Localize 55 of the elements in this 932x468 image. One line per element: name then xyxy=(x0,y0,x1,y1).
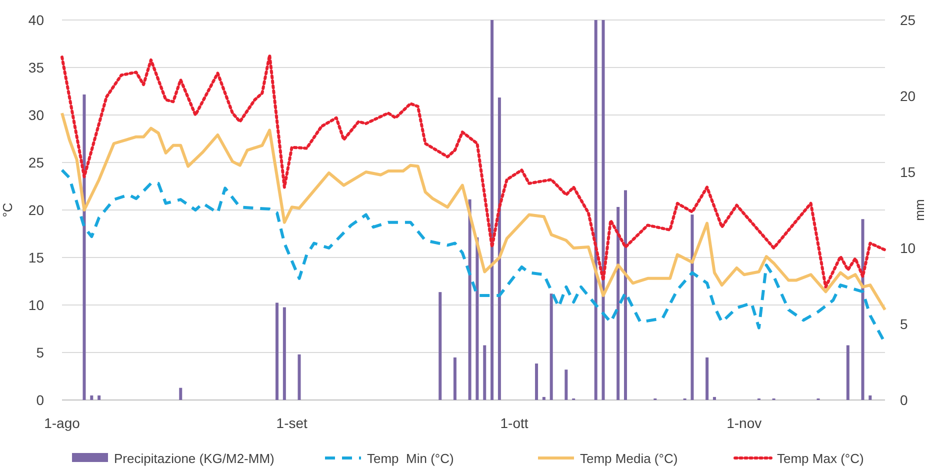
legend-label: Temp Min (°C) xyxy=(367,451,454,466)
y2-tick-label: 15 xyxy=(900,164,916,180)
bar xyxy=(846,345,850,400)
bar xyxy=(861,219,864,400)
bar xyxy=(483,345,486,400)
legend-label: Precipitazione (KG/M2-MM) xyxy=(114,451,274,466)
line-series xyxy=(60,112,886,312)
bar xyxy=(476,237,479,400)
legend-label: Temp Max (°C) xyxy=(777,451,864,466)
bar xyxy=(179,388,182,400)
y-tick-label: 10 xyxy=(28,297,44,313)
bar xyxy=(282,307,286,400)
bar xyxy=(616,206,620,400)
y-tick-label: 0 xyxy=(36,392,44,408)
y-tick-label: 35 xyxy=(28,60,44,76)
bar xyxy=(468,199,472,400)
bar xyxy=(550,294,553,400)
y-tick-label: 15 xyxy=(28,250,44,266)
y-tick-label: 25 xyxy=(28,154,44,170)
bar xyxy=(706,357,709,400)
bar xyxy=(98,395,101,400)
y-tick-label: 30 xyxy=(28,107,44,123)
line-series xyxy=(60,54,886,288)
bar xyxy=(564,370,568,400)
bar xyxy=(490,20,494,400)
bar xyxy=(542,396,546,400)
bar xyxy=(712,396,716,400)
y-tick-label: 40 xyxy=(28,12,44,28)
bar xyxy=(498,98,501,400)
x-tick-label: 1-ott xyxy=(500,415,528,431)
bar xyxy=(690,214,694,400)
bar xyxy=(602,20,605,400)
y-tick-label: 5 xyxy=(36,344,44,360)
legend-label: Temp Media (°C) xyxy=(580,451,678,466)
y2-tick-label: 20 xyxy=(900,88,916,104)
bar xyxy=(624,190,627,400)
bar xyxy=(868,395,872,400)
bar xyxy=(594,20,598,400)
bar xyxy=(276,302,279,400)
bar xyxy=(90,395,94,400)
y-tick-label: 20 xyxy=(28,202,44,218)
y2-tick-label: 0 xyxy=(900,392,908,408)
y2-tick-label: 5 xyxy=(900,316,908,332)
bar xyxy=(82,94,86,400)
bar xyxy=(298,354,301,400)
y2-axis-title: mm xyxy=(912,199,927,221)
x-tick-label: 1-set xyxy=(276,415,308,431)
y-axis-title: °C xyxy=(0,202,15,218)
bar xyxy=(438,292,442,400)
y2-tick-label: 25 xyxy=(900,12,916,28)
x-tick-label: 1-ago xyxy=(44,415,80,431)
y2-tick-label: 10 xyxy=(900,240,916,256)
bar xyxy=(453,357,456,400)
bar xyxy=(535,364,538,400)
x-tick-label: 1-nov xyxy=(726,415,762,431)
